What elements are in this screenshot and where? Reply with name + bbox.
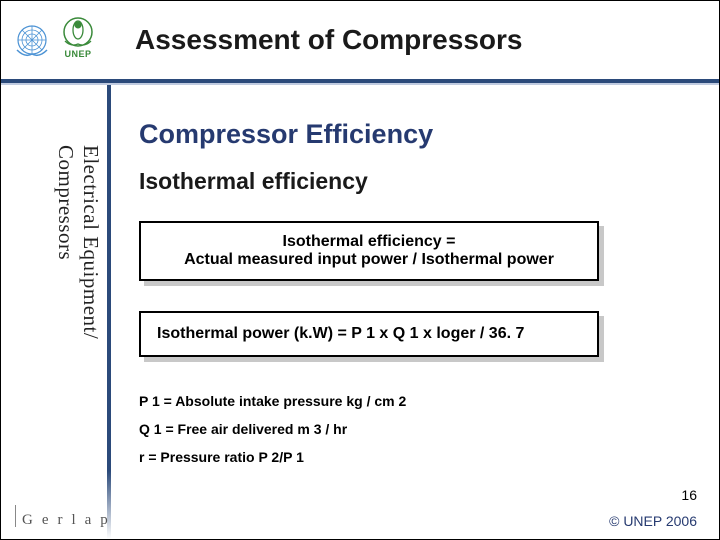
section-title: Compressor Efficiency <box>139 119 701 150</box>
page-title: Assessment of Compressors <box>135 24 522 56</box>
formula-box-1-wrap: Isothermal efficiency = Actual measured … <box>139 221 701 281</box>
footer-brand: Gerlap <box>15 505 117 529</box>
logos: UNEP <box>11 15 101 65</box>
legend: P 1 = Absolute intake pressure kg / cm 2… <box>139 393 701 465</box>
formula1-line1: Isothermal efficiency = <box>159 233 579 251</box>
footer-accent-icon <box>15 505 16 527</box>
sub-title: Isothermal efficiency <box>139 168 701 195</box>
sidebar-line2: Compressors <box>54 145 78 260</box>
un-logo-icon <box>11 20 53 60</box>
page-number: 16 <box>681 487 697 503</box>
header: UNEP Assessment of Compressors <box>1 1 719 79</box>
formula-box-2: Isothermal power (k.W) = P 1 x Q 1 x log… <box>139 311 599 357</box>
formula-box-1: Isothermal efficiency = Actual measured … <box>139 221 599 281</box>
legend-r: r = Pressure ratio P 2/P 1 <box>139 449 701 465</box>
copyright: © UNEP 2006 <box>609 513 697 529</box>
legend-q1: Q 1 = Free air delivered m 3 / hr <box>139 421 701 437</box>
sidebar-divider <box>107 85 111 539</box>
unep-logo-icon: UNEP <box>55 15 101 65</box>
main-content: Compressor Efficiency Isothermal efficie… <box>125 85 719 539</box>
sidebar-line1: Electrical Equipment/ <box>79 145 103 339</box>
legend-p1: P 1 = Absolute intake pressure kg / cm 2 <box>139 393 701 409</box>
sidebar: Electrical Equipment/ Compressors <box>1 85 125 539</box>
formula-box-2-wrap: Isothermal power (k.W) = P 1 x Q 1 x log… <box>139 311 701 357</box>
unep-label: UNEP <box>64 49 91 59</box>
body: Electrical Equipment/ Compressors Compre… <box>1 85 719 539</box>
slide: UNEP Assessment of Compressors Electrica… <box>0 0 720 540</box>
formula1-line2: Actual measured input power / Isothermal… <box>159 251 579 269</box>
sidebar-label: Electrical Equipment/ Compressors <box>53 145 103 339</box>
footer-brand-text: Gerlap <box>22 512 117 528</box>
